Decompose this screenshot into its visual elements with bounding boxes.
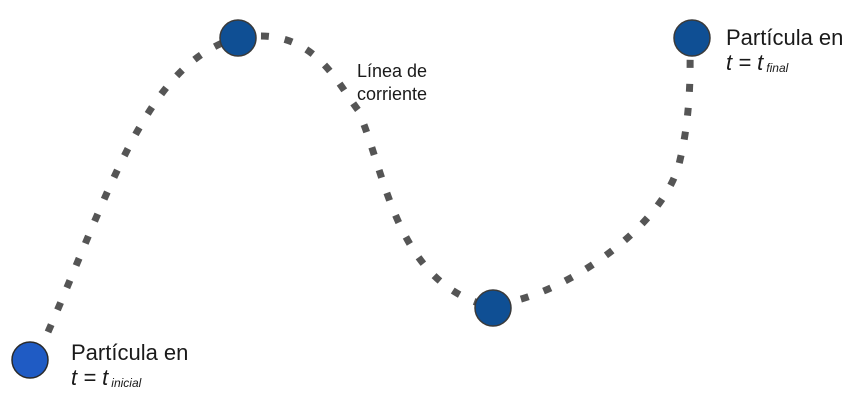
start-particle-time-subscript: inicial — [111, 376, 142, 391]
particle-start — [11, 341, 49, 379]
end-particle-label: Partícula en t = t final — [726, 25, 843, 76]
particle-end — [673, 19, 711, 57]
streamline-label: Línea de corriente — [357, 60, 427, 105]
streamline-label-line1: Línea de — [357, 61, 428, 81]
start-particle-time: t = t inicial — [71, 365, 188, 391]
end-particle-title: Partícula en — [726, 25, 844, 50]
particle-intermediate-bottom — [474, 289, 512, 327]
particle-intermediate-top — [219, 19, 257, 57]
streamline-label-line2: corriente — [357, 83, 428, 104]
start-particle-title: Partícula en — [71, 340, 189, 365]
end-particle-time-prefix: t = t — [726, 50, 764, 76]
start-particle-label: Partícula en t = t inicial — [71, 340, 188, 391]
start-particle-time-prefix: t = t — [71, 365, 109, 391]
end-particle-time: t = t final — [726, 50, 843, 76]
end-particle-time-subscript: final — [766, 61, 789, 76]
streamline-dotted-path — [44, 32, 694, 334]
